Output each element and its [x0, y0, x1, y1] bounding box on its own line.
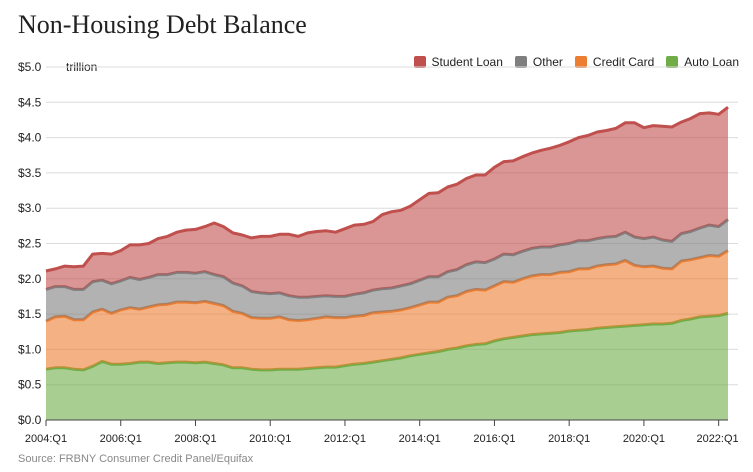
legend-item-auto-loan[interactable]: Auto Loan: [666, 55, 739, 69]
legend-label-other: Other: [532, 55, 563, 69]
legend-item-student-loan[interactable]: Student Loan: [413, 55, 503, 69]
legend-item-other[interactable]: Other: [514, 55, 563, 69]
y-tick-label: $3.5: [18, 166, 42, 180]
source-note: Source: FRBNY Consumer Credit Panel/Equi…: [18, 453, 254, 465]
line-student-loan: [45, 106, 729, 273]
y-tick-label: $1.0: [18, 342, 42, 356]
area-credit-card[interactable]: [46, 250, 728, 370]
legend-label-credit-card: Credit Card: [592, 55, 655, 69]
x-tick-label: 2006:Q1: [100, 433, 142, 445]
legend-swatch-auto-loan: [666, 56, 679, 68]
y-tick-label: $4.5: [18, 95, 42, 109]
legend-swatch-other: [514, 56, 527, 68]
y-tick-label: $0.5: [18, 378, 42, 392]
legend: Student Loan Other Credit Card Auto Loan: [413, 55, 739, 69]
y-tick-label: $2.0: [18, 272, 42, 286]
area-student-loan[interactable]: [46, 107, 728, 298]
legend-label-auto-loan: Auto Loan: [684, 55, 739, 69]
legend-label-student-loan: Student Loan: [431, 55, 503, 69]
x-tick-label: 2008:Q1: [174, 433, 216, 445]
x-tick-label: 2018:Q1: [548, 433, 590, 445]
y-tick-label: $3.0: [18, 201, 42, 215]
x-tick-label: 2012:Q1: [324, 433, 366, 445]
x-tick-label: 2014:Q1: [399, 433, 441, 445]
y-tick-label: $1.5: [18, 307, 42, 321]
x-tick-label: 2020:Q1: [623, 433, 665, 445]
y-tick-label: $4.0: [18, 131, 42, 145]
x-tick-label: 2004:Q1: [25, 433, 67, 445]
area-auto-loan[interactable]: [46, 313, 728, 420]
x-tick-label: 2010:Q1: [249, 433, 291, 445]
x-tick-label: 2016:Q1: [473, 433, 515, 445]
legend-swatch-credit-card: [574, 56, 587, 68]
chart-title: Non-Housing Debt Balance: [18, 10, 307, 39]
y-tick-label: $5.0: [18, 60, 42, 74]
area-other[interactable]: [46, 219, 728, 322]
legend-item-credit-card[interactable]: Credit Card: [574, 55, 655, 69]
y-tick-label: $2.5: [18, 237, 42, 251]
x-tick-label: 2022:Q1: [696, 433, 738, 445]
y-tick-label: $0.0: [18, 413, 42, 427]
legend-swatch-student-loan: [413, 56, 426, 68]
